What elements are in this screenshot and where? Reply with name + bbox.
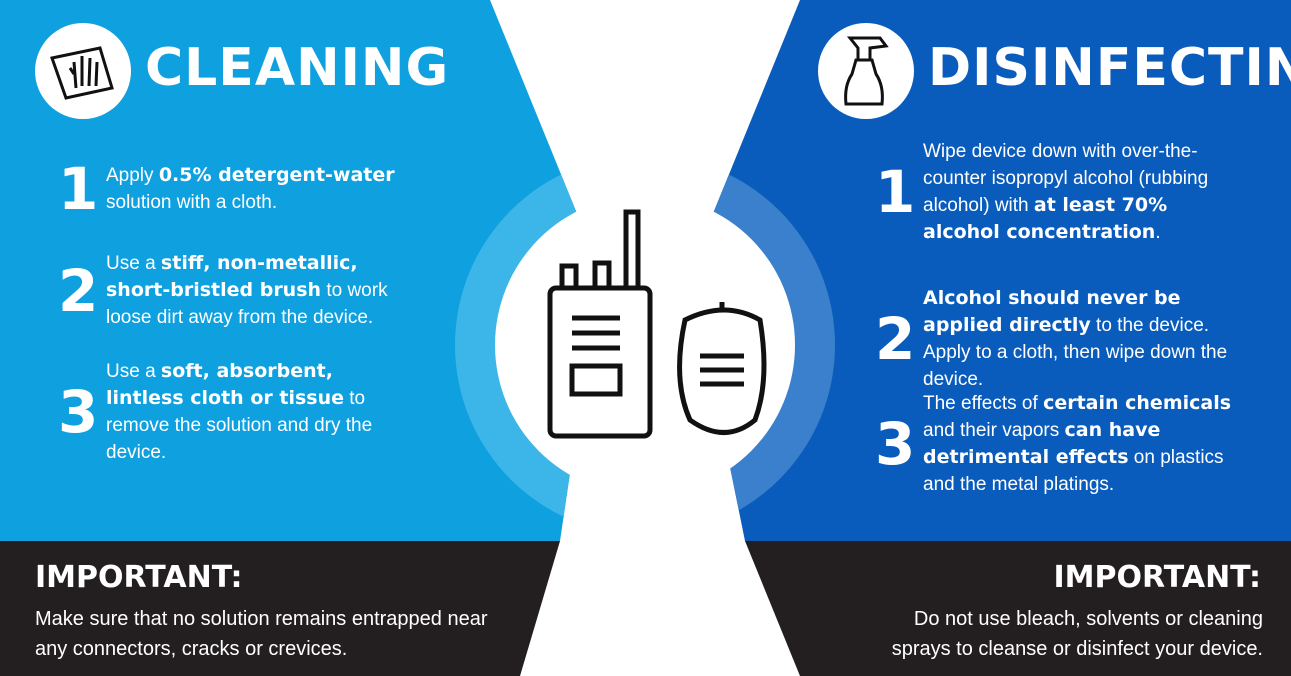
step-number: 2 (875, 310, 923, 368)
page: CLEANING DISINFECTING 1Apply 0.5% deterg… (0, 0, 1291, 676)
step-number: 1 (58, 160, 106, 218)
step-text: The effects of certain chemicals and the… (923, 390, 1243, 498)
center-circle (495, 195, 795, 495)
step-text: Use a stiff, non-metallic, short-bristle… (106, 250, 396, 331)
title: DISINFECTING (928, 38, 1291, 98)
step-text: Apply 0.5% detergent-water solution with… (106, 162, 396, 216)
bold-text: 0.5% detergent-water (159, 164, 395, 186)
text: Use a (106, 361, 161, 382)
text: Use a (106, 253, 161, 274)
text: Apply (106, 165, 159, 186)
title: CLEANING (145, 38, 449, 98)
important-heading: IMPORTANT: (35, 560, 243, 595)
step-number: 3 (58, 383, 106, 441)
step-text: Wipe device down with over-the-counter i… (923, 138, 1243, 246)
important-text: Do not use bleach, solvents or cleaning … (863, 604, 1263, 664)
text: . (1155, 222, 1160, 243)
important-heading: IMPORTANT: (1053, 560, 1261, 595)
text: The effects of (923, 393, 1043, 414)
step-text: Use a soft, absorbent, lintless cloth or… (106, 358, 396, 466)
important-text: Make sure that no solution remains entra… (35, 604, 495, 664)
step-number: 2 (58, 262, 106, 320)
step-text: Alcohol should never be applied directly… (923, 285, 1243, 393)
step-number: 3 (875, 415, 923, 473)
text: and their vapors (923, 420, 1065, 441)
bold-text: certain chemicals (1043, 392, 1231, 414)
text: solution with a cloth. (106, 192, 277, 213)
step-number: 1 (875, 163, 923, 221)
